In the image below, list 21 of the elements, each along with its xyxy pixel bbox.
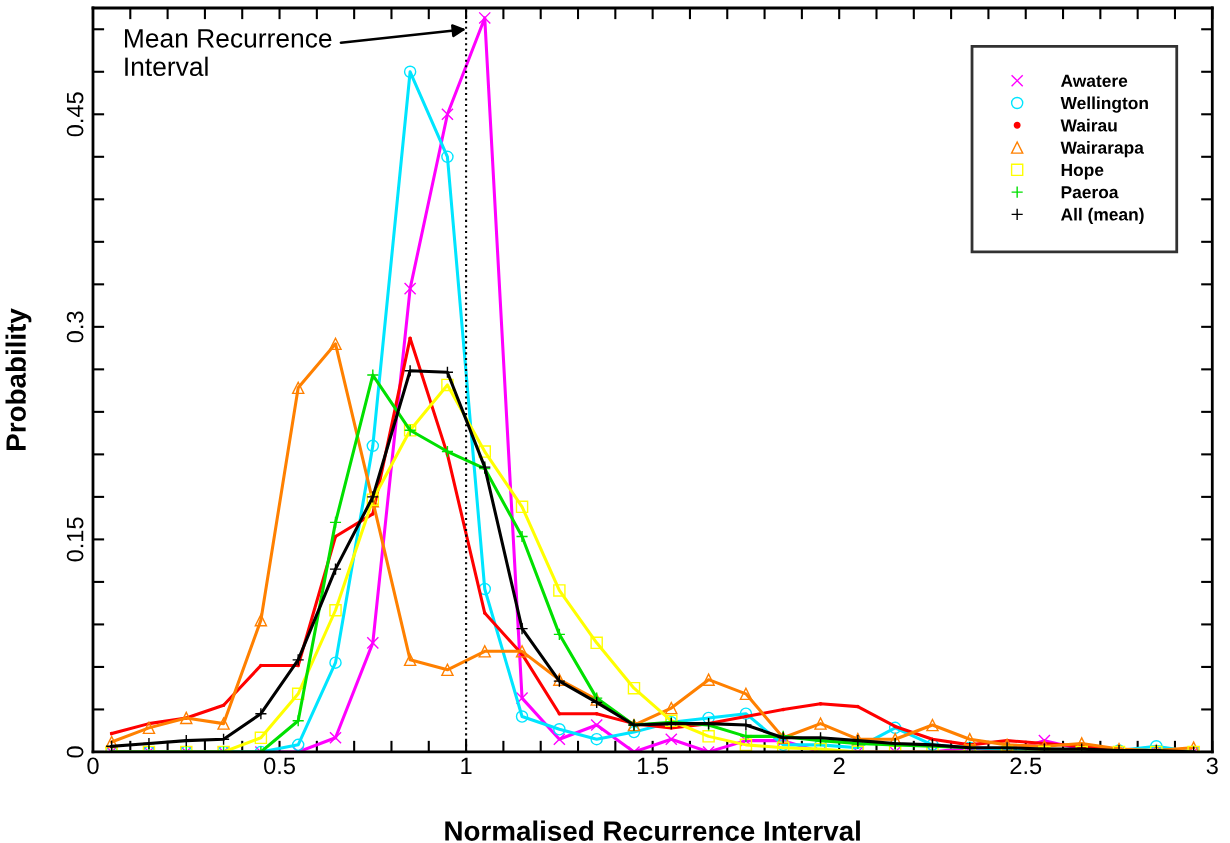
y-tick-label: 0.45 [66, 92, 84, 137]
x-tick-label: 2.5 [1010, 757, 1042, 775]
x-tick-label: 1.5 [638, 757, 669, 775]
legend-label: Wellington [1060, 96, 1148, 113]
y-tick-label: 0.15 [66, 517, 84, 562]
x-tick-label: 3 [1206, 757, 1218, 775]
legend-label: Wairarapa [1060, 141, 1144, 158]
x-tick-label: 0.5 [264, 757, 295, 775]
y-tick-label: 0.3 [66, 311, 84, 343]
x-axis-title: Normalised Recurrence Interval [445, 820, 860, 841]
annotation: Mean Recurrence Interval [125, 29, 332, 77]
x-tick-label: 1 [461, 757, 472, 774]
legend-label: Hope [1061, 163, 1104, 180]
y-axis-title: Probability [5, 308, 32, 450]
x-tick-label: 2 [833, 757, 845, 774]
legend-label: Paeroa [1061, 186, 1119, 199]
y-tick-label: 0 [66, 746, 84, 758]
legend-label: All (mean) [1060, 207, 1144, 225]
x-tick-label: 0 [87, 757, 99, 775]
legend-label: Wairau [1060, 118, 1117, 132]
legend-label: Awatere [1060, 74, 1128, 87]
